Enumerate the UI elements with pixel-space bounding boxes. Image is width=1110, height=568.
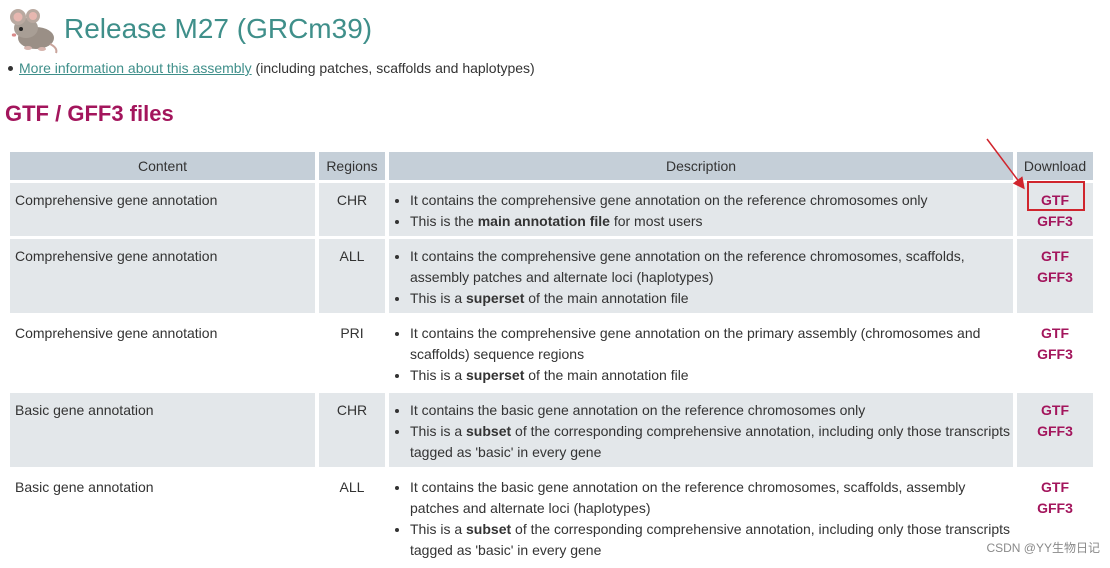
- gtf-download-link[interactable]: GTF: [1041, 192, 1069, 208]
- bullet-icon: [8, 66, 13, 71]
- description-cell: It contains the basic gene annotation on…: [389, 393, 1013, 467]
- section-title: GTF / GFF3 files: [5, 101, 174, 126]
- gtf-download-link[interactable]: GTF: [1041, 248, 1069, 264]
- description-item: It contains the comprehensive gene annot…: [410, 323, 1013, 365]
- watermark: CSDN @YY生物日记: [986, 541, 1100, 555]
- content-cell: Comprehensive gene annotation: [15, 325, 218, 341]
- gtf-download-link[interactable]: GTF: [1041, 479, 1069, 495]
- download-cell: GTF GFF3: [1017, 239, 1093, 313]
- download-cell: GTF GFF3: [1017, 393, 1093, 467]
- region-cell: ALL: [319, 239, 385, 313]
- table-row: Comprehensive gene annotation ALL It con…: [10, 239, 1093, 313]
- description-item: It contains the comprehensive gene annot…: [410, 190, 1013, 211]
- header-description: Description: [389, 152, 1013, 180]
- table-row: Basic gene annotation ALL It contains th…: [10, 470, 1093, 565]
- download-cell: GTF GFF3: [1017, 470, 1093, 565]
- page-title: Release M27 (GRCm39): [64, 13, 373, 44]
- content-cell: Basic gene annotation: [10, 393, 315, 467]
- description-item: It contains the comprehensive gene annot…: [410, 246, 1013, 288]
- content-cell: Comprehensive gene annotation: [10, 239, 315, 313]
- gff3-download-link[interactable]: GFF3: [1037, 423, 1073, 439]
- region-cell: CHR: [319, 393, 385, 467]
- download-cell: GTF GFF3: [1017, 316, 1093, 390]
- description-item: This is the main annotation file for mos…: [410, 211, 1013, 232]
- description-cell: It contains the comprehensive gene annot…: [389, 239, 1013, 313]
- description-cell: It contains the basic gene annotation on…: [389, 470, 1013, 565]
- region-cell: CHR: [319, 183, 385, 236]
- gff3-download-link[interactable]: GFF3: [1037, 213, 1073, 229]
- gtf-download-link[interactable]: GTF: [1041, 402, 1069, 418]
- description-item: This is a superset of the main annotatio…: [410, 365, 1013, 386]
- description-item: It contains the basic gene annotation on…: [410, 477, 1013, 519]
- header-content: Content: [10, 152, 315, 180]
- gff3-download-link[interactable]: GFF3: [1037, 346, 1073, 362]
- description-cell: It contains the comprehensive gene annot…: [389, 316, 1013, 390]
- description-cell: It contains the comprehensive gene annot…: [389, 183, 1013, 236]
- assembly-info-item: More information about this assembly (in…: [8, 60, 535, 76]
- header-regions: Regions: [319, 152, 385, 180]
- gff3-download-link[interactable]: GFF3: [1037, 269, 1073, 285]
- header-download: Download: [1017, 152, 1093, 180]
- gtf-download-link[interactable]: GTF: [1041, 325, 1069, 341]
- region-cell: ALL: [339, 479, 365, 495]
- table-header-row: Content Regions Description Download: [10, 152, 1093, 180]
- mouse-logo-icon: [10, 9, 58, 54]
- assembly-info-link[interactable]: More information about this assembly: [19, 60, 252, 76]
- description-item: This is a subset of the corresponding co…: [410, 421, 1013, 463]
- page-header: Release M27 (GRCm39): [6, 4, 372, 54]
- description-item: It contains the basic gene annotation on…: [410, 400, 1013, 421]
- annotation-table: Content Regions Description Download Com…: [6, 149, 1097, 568]
- table-row: Comprehensive gene annotation CHR It con…: [10, 183, 1093, 236]
- content-cell: Comprehensive gene annotation: [10, 183, 315, 236]
- region-cell: PRI: [340, 325, 364, 341]
- table-row: Comprehensive gene annotation PRI It con…: [10, 316, 1093, 390]
- content-cell: Basic gene annotation: [15, 479, 154, 495]
- table-row: Basic gene annotation CHR It contains th…: [10, 393, 1093, 467]
- download-cell: GTF GFF3: [1017, 183, 1093, 236]
- description-item: This is a superset of the main annotatio…: [410, 288, 1013, 309]
- gff3-download-link[interactable]: GFF3: [1037, 500, 1073, 516]
- assembly-info-suffix: (including patches, scaffolds and haplot…: [251, 60, 535, 76]
- description-item: This is a subset of the corresponding co…: [410, 519, 1013, 561]
